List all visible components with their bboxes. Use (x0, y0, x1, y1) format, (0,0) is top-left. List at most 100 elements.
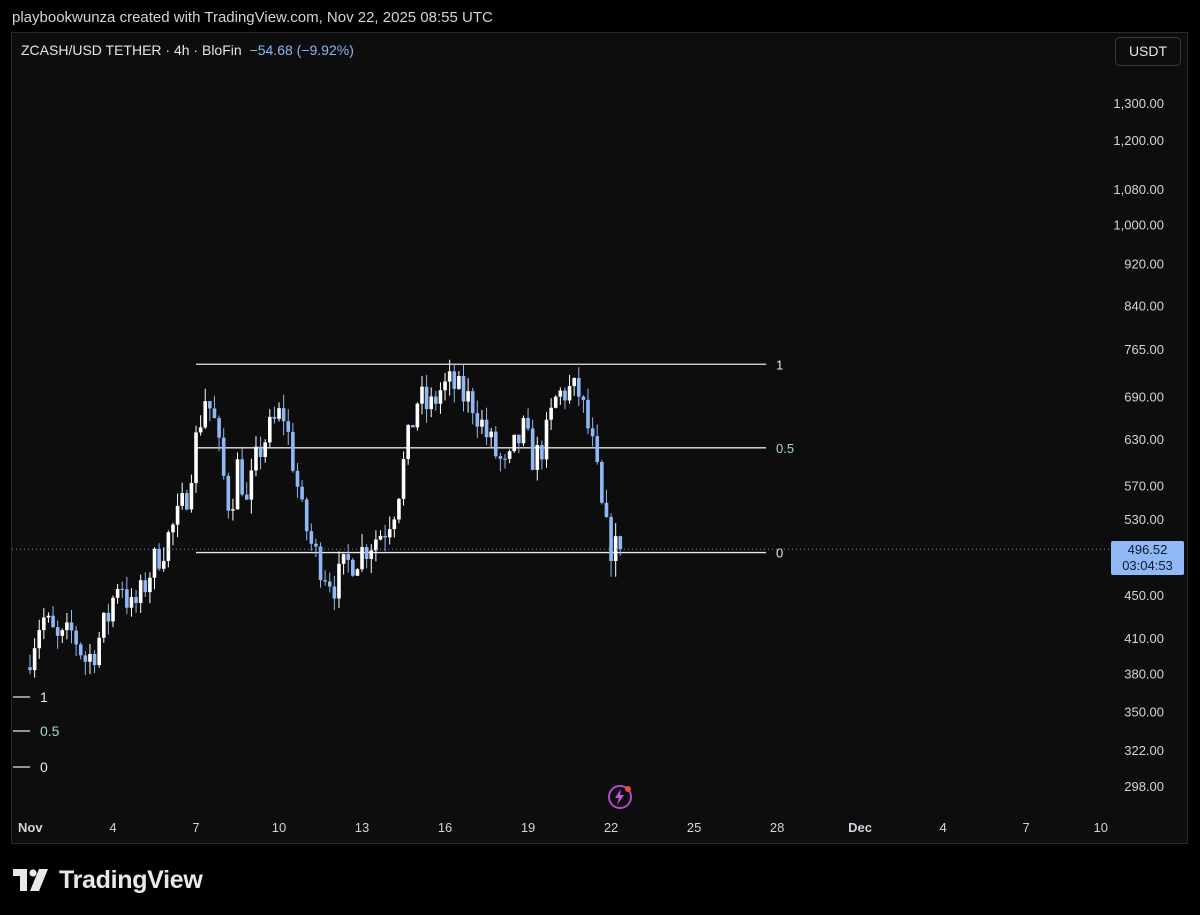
candle-body[interactable] (535, 445, 540, 470)
candle-body[interactable] (180, 493, 184, 506)
candle-body[interactable] (161, 560, 166, 569)
candle-body[interactable] (263, 442, 267, 458)
candle-body[interactable] (540, 445, 544, 460)
candle-body[interactable] (291, 431, 295, 471)
candle-body[interactable] (258, 446, 263, 458)
candle-body[interactable] (203, 401, 208, 428)
candle-body[interactable] (484, 419, 489, 438)
candle-body[interactable] (341, 554, 346, 564)
candle-body[interactable] (447, 371, 452, 382)
candle-body[interactable] (595, 436, 600, 462)
candle-body[interactable] (281, 408, 286, 422)
candle-body[interactable] (360, 547, 364, 570)
candle-body[interactable] (171, 524, 175, 533)
candle-body[interactable] (429, 396, 434, 410)
candle-body[interactable] (314, 543, 318, 547)
candle-body[interactable] (111, 597, 115, 622)
candle-body[interactable] (332, 586, 337, 599)
candle-body[interactable] (424, 386, 429, 410)
candle-body[interactable] (249, 470, 254, 500)
candle-body[interactable] (28, 667, 32, 671)
candle-body[interactable] (69, 622, 74, 631)
candle-body[interactable] (438, 390, 443, 404)
candle-body[interactable] (507, 451, 512, 459)
candle-body[interactable] (152, 548, 157, 578)
candle-body[interactable] (401, 459, 406, 499)
candle-body[interactable] (493, 431, 498, 457)
candle-body[interactable] (235, 459, 240, 510)
candle-body[interactable] (120, 588, 125, 590)
candle-body[interactable] (143, 580, 148, 593)
candle-body[interactable] (304, 499, 309, 532)
candle-body[interactable] (198, 427, 203, 433)
candle-body[interactable] (46, 615, 51, 618)
candle-body[interactable] (78, 644, 83, 656)
candle-body[interactable] (189, 483, 194, 510)
candle-body[interactable] (175, 505, 180, 525)
candle-body[interactable] (286, 421, 291, 432)
candle-body[interactable] (581, 396, 586, 400)
candle-body[interactable] (549, 407, 553, 420)
candle-body[interactable] (92, 654, 97, 666)
candle-body[interactable] (387, 529, 392, 538)
candle-body[interactable] (558, 390, 563, 397)
candle-body[interactable] (489, 431, 493, 438)
candle-body[interactable] (498, 456, 503, 459)
candle-body[interactable] (503, 458, 507, 460)
candle-body[interactable] (37, 630, 42, 649)
candle-body[interactable] (572, 378, 576, 387)
candle-body[interactable] (374, 539, 378, 551)
candle-body[interactable] (254, 446, 258, 471)
candle-body[interactable] (74, 630, 78, 645)
candle-body[interactable] (88, 654, 92, 662)
candle-body[interactable] (125, 589, 129, 608)
candle-body[interactable] (461, 376, 466, 402)
chart-frame[interactable] (11, 32, 1188, 844)
candle-body[interactable] (300, 486, 304, 500)
candle-body[interactable] (65, 622, 69, 631)
candle-body[interactable] (327, 581, 332, 587)
candle-body[interactable] (295, 470, 300, 487)
candle-body[interactable] (410, 425, 415, 428)
candle-body[interactable] (378, 535, 383, 540)
candle-body[interactable] (244, 494, 249, 500)
candle-body[interactable] (32, 648, 37, 671)
candle-body[interactable] (466, 391, 470, 402)
candle-body[interactable] (470, 391, 475, 414)
candle-body[interactable] (42, 617, 46, 631)
candle-body[interactable] (129, 596, 134, 608)
candle-body[interactable] (277, 408, 281, 419)
candle-body[interactable] (600, 461, 604, 503)
candle-body[interactable] (420, 386, 424, 404)
candle-body[interactable] (51, 615, 55, 628)
symbol-legend[interactable]: ZCASH/USD TETHER · 4h · BloFin −54.68 (−… (21, 42, 354, 58)
tradingview-brand[interactable]: TradingView (13, 866, 203, 894)
candle-body[interactable] (272, 416, 277, 419)
candle-body[interactable] (318, 546, 323, 581)
candle-body[interactable] (618, 536, 623, 550)
candle-body[interactable] (221, 437, 226, 476)
candle-body[interactable] (184, 493, 189, 510)
candle-body[interactable] (530, 428, 535, 470)
candle-body[interactable] (115, 588, 120, 598)
candle-body[interactable] (480, 419, 484, 427)
candle-body[interactable] (268, 416, 272, 443)
candle-body[interactable] (443, 381, 447, 391)
candle-body[interactable] (567, 386, 572, 401)
candle-body[interactable] (212, 408, 217, 419)
candle-body[interactable] (323, 580, 327, 582)
candle-body[interactable] (457, 376, 461, 389)
candle-body[interactable] (364, 547, 369, 559)
candle-body[interactable] (97, 637, 101, 666)
currency-button[interactable]: USDT (1115, 37, 1181, 66)
candle-body[interactable] (106, 612, 111, 622)
candle-body[interactable] (553, 396, 558, 408)
candle-body[interactable] (563, 390, 567, 401)
candle-body[interactable] (544, 419, 549, 460)
candle-body[interactable] (415, 403, 420, 428)
candle-body[interactable] (392, 519, 397, 530)
alert-bolt-icon[interactable] (607, 784, 633, 810)
candle-body[interactable] (208, 401, 212, 409)
candle-body[interactable] (397, 498, 401, 520)
candle-body[interactable] (590, 428, 595, 437)
